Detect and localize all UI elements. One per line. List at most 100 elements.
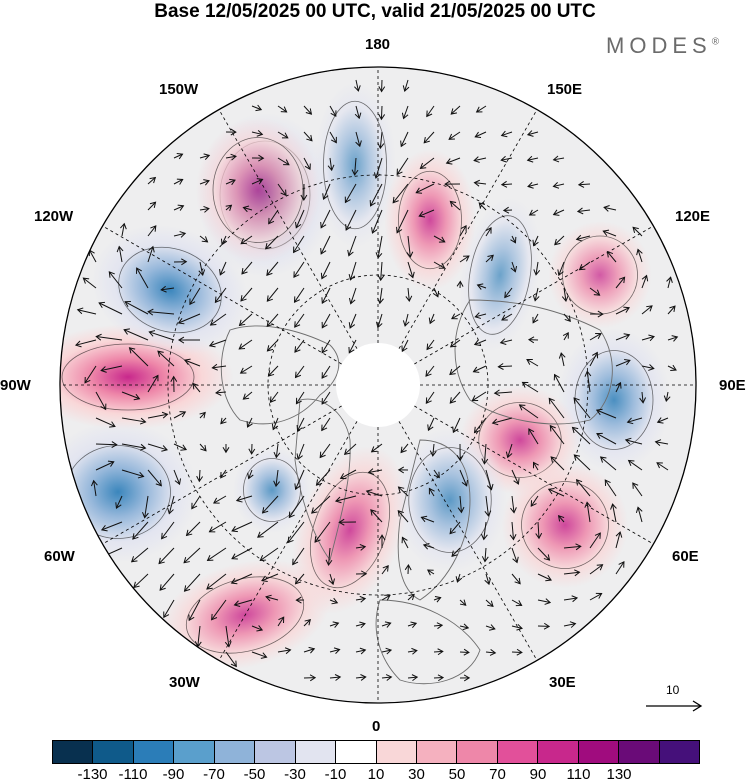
- wind-vectors: [74, 79, 679, 682]
- wind-arrow: [273, 469, 280, 488]
- anomaly-contour: [323, 100, 387, 230]
- wind-arrow: [147, 411, 169, 419]
- wind-arrow: [242, 391, 253, 400]
- wind-arrow: [381, 565, 389, 575]
- wind-arrow: [528, 209, 539, 216]
- wind-arrow: [120, 222, 127, 237]
- legend-tick-label: -110: [118, 766, 148, 783]
- wind-arrow: [526, 358, 539, 367]
- wind-arrow: [433, 595, 442, 603]
- wind-arrow: [130, 547, 149, 563]
- wind-arrow: [472, 365, 487, 373]
- wind-arrow: [199, 235, 209, 243]
- wind-arrow: [667, 305, 676, 315]
- legend-swatch: [133, 741, 175, 763]
- wind-arrow: [603, 205, 617, 212]
- anomaly-mongolia: [548, 221, 652, 329]
- wind-arrow: [473, 417, 487, 434]
- wind-arrow: [456, 443, 464, 462]
- wind-arrow: [74, 339, 97, 348]
- wind-arrow: [231, 547, 253, 560]
- wind-arrow: [563, 621, 577, 628]
- wind-arrow: [563, 569, 581, 577]
- wind-arrow: [485, 227, 492, 237]
- wind-arrow: [504, 287, 513, 299]
- lon-label-180: 180: [365, 36, 391, 53]
- wind-arrow: [277, 647, 292, 655]
- wind-arrow: [238, 339, 253, 350]
- wind-arrow: [510, 261, 518, 273]
- legend-tick-label: 110: [566, 766, 591, 783]
- wind-arrow: [173, 204, 185, 211]
- wind-arrow: [100, 521, 123, 532]
- wind-arrow: [225, 153, 237, 161]
- wind-arrow: [370, 443, 383, 453]
- wind-arrow: [321, 313, 331, 329]
- wind-arrow: [407, 647, 418, 655]
- wind-arrow: [589, 333, 602, 341]
- anomaly-iceland: [292, 446, 408, 614]
- wind-arrow: [321, 339, 331, 354]
- wind-arrow: [615, 531, 623, 549]
- wind-arrow: [575, 478, 591, 497]
- wind-arrow: [293, 287, 305, 303]
- wind-arrow: [589, 532, 601, 549]
- wind-arrow: [433, 235, 446, 243]
- wind-arrow: [396, 209, 409, 234]
- wind-arrow: [95, 417, 116, 428]
- wind-arrow: [427, 417, 435, 432]
- wind-arrow: [261, 573, 279, 583]
- wind-arrow: [485, 624, 496, 631]
- wind-arrow: [329, 621, 340, 628]
- legend-tick-label: -70: [203, 766, 225, 783]
- wind-arrow: [449, 200, 461, 211]
- wind-arrow: [158, 547, 175, 565]
- wind-arrow: [452, 417, 461, 434]
- wind-arrow: [369, 183, 383, 207]
- wind-arrow: [562, 331, 569, 341]
- wind-arrow: [407, 261, 415, 279]
- wind-arrow: [626, 417, 643, 425]
- lon-label-150w: 150W: [159, 81, 199, 98]
- anomaly-yakutia: [458, 197, 542, 353]
- wind-arrow: [314, 521, 331, 543]
- wind-arrow: [147, 443, 168, 452]
- wind-arrow: [95, 333, 123, 341]
- wind-arrow: [295, 209, 305, 229]
- wind-arrow: [294, 573, 305, 585]
- wind-arrow: [231, 521, 253, 533]
- wind-arrow: [615, 561, 625, 575]
- wind-arrow: [401, 105, 409, 120]
- wind-arrow: [296, 443, 305, 461]
- wind-arrow: [606, 250, 617, 263]
- wind-arrow: [549, 424, 565, 445]
- wind-arrow: [397, 486, 409, 497]
- lon-label-60w: 60W: [44, 548, 75, 565]
- wind-arrow: [100, 365, 123, 373]
- wind-arrow: [177, 313, 201, 325]
- wind-arrow: [183, 547, 201, 564]
- wind-arrow: [405, 287, 413, 303]
- legend-swatch: [497, 741, 539, 763]
- meridian-line: [102, 225, 342, 365]
- wind-arrow: [402, 313, 410, 327]
- anomaly-contour: [521, 481, 609, 569]
- wind-arrow: [206, 573, 227, 590]
- wind-arrow: [76, 307, 97, 315]
- meridian-line: [398, 421, 538, 661]
- wind-arrow: [532, 313, 539, 324]
- coastline: [375, 599, 481, 685]
- wind-arrow: [132, 521, 149, 540]
- wind-arrow: [505, 443, 513, 459]
- wind-arrow: [400, 131, 409, 148]
- wind-arrow: [225, 128, 237, 136]
- wind-arrow: [287, 521, 305, 544]
- wind-arrow: [147, 176, 157, 185]
- wind-arrow: [422, 542, 435, 550]
- wind-arrow: [173, 258, 188, 266]
- wind-arrow: [459, 469, 468, 487]
- wind-arrow: [370, 509, 383, 523]
- lon-label-150e: 150E: [547, 81, 583, 98]
- anomaly-contour: [118, 246, 222, 334]
- wind-arrow: [433, 674, 445, 682]
